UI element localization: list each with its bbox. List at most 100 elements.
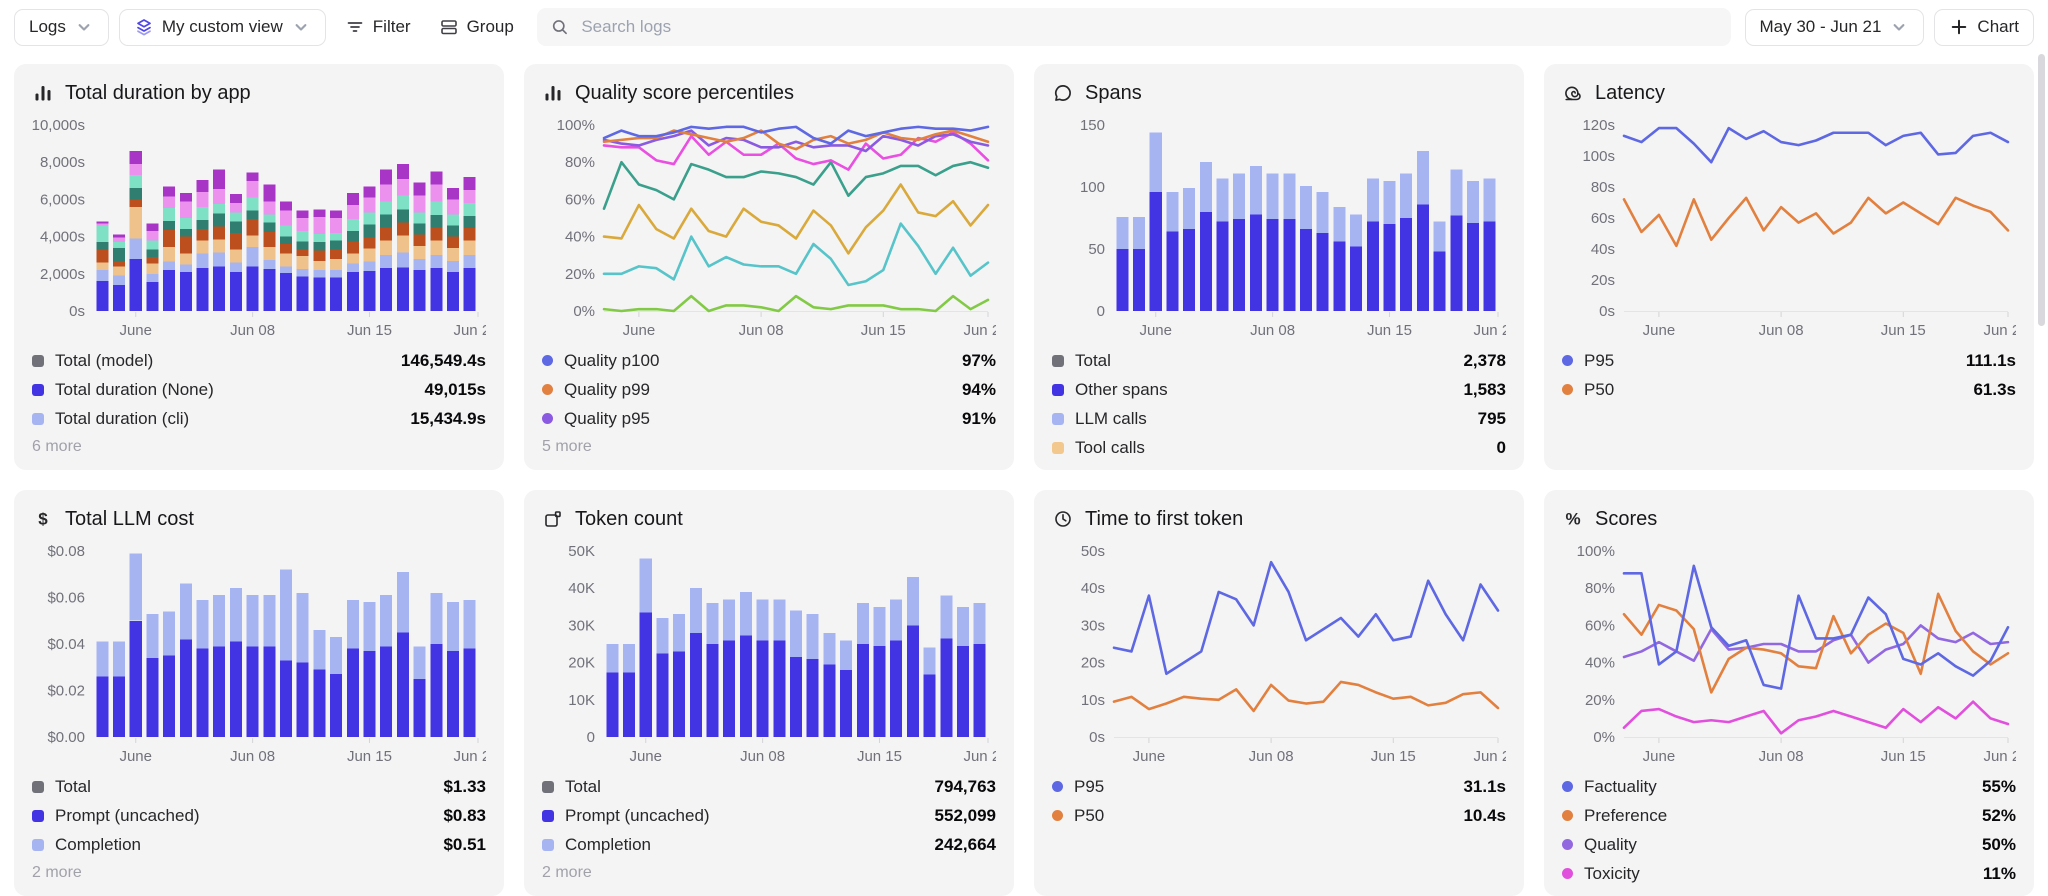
svg-text:0: 0: [587, 729, 595, 746]
tokens-icon: [542, 508, 564, 530]
svg-text:Jun 08: Jun 08: [230, 748, 275, 765]
svg-text:0%: 0%: [1593, 729, 1615, 746]
svg-text:50s: 50s: [1081, 543, 1105, 560]
svg-text:Jun 15: Jun 15: [1367, 322, 1412, 339]
scrollbar[interactable]: [2038, 54, 2045, 874]
group-button-label: Group: [466, 17, 514, 36]
svg-text:60s: 60s: [1591, 210, 1615, 227]
chart-canvas: 0s 2,000s 4,000s 6,000s 8,000s 10,000s June Jun…: [32, 117, 486, 339]
legend-item[interactable]: Toxicity 11%: [1562, 859, 2016, 888]
legend-item[interactable]: Tool calls 0: [1052, 433, 1506, 462]
svg-text:80s: 80s: [1591, 179, 1615, 196]
svg-text:June: June: [1643, 322, 1676, 339]
chart-canvas: 0s 20s 40s 60s 80s 100s 120s June Jun 08 Jun 15 Ju…: [1582, 117, 2016, 339]
legend-swatch: [1562, 868, 1573, 879]
legend-swatch: [542, 780, 554, 793]
svg-text:June: June: [1139, 322, 1172, 339]
legend-more-link[interactable]: 5 more: [542, 437, 592, 455]
legend-item[interactable]: Quality p99 94%: [542, 375, 996, 404]
legend-swatch: [32, 383, 44, 396]
card-time-to-first-token: Time to first token 0s 10s 20s 30s 40s 50s Jun…: [1034, 490, 1524, 896]
legend-item[interactable]: P95 111.1s: [1562, 346, 2016, 375]
legend-item[interactable]: LLM calls 795: [1052, 404, 1506, 433]
legend-more-link[interactable]: 2 more: [32, 863, 82, 881]
legend-value: 2,378: [1463, 350, 1506, 370]
scrollbar-thumb[interactable]: [2038, 54, 2045, 326]
date-range-button[interactable]: May 30 - Jun 21: [1744, 8, 1925, 46]
svg-text:0: 0: [1097, 303, 1105, 320]
legend-label: P95: [1584, 350, 1615, 370]
legend-label: Other spans: [1075, 379, 1168, 399]
logs-button[interactable]: Logs: [14, 8, 109, 46]
legend-item[interactable]: Other spans 1,583: [1052, 375, 1506, 404]
bar-chart-icon: [32, 82, 54, 104]
legend-value: 15,434.9s: [410, 408, 486, 428]
svg-text:Jun 22: Jun 22: [1473, 748, 1506, 765]
chart-grid: Total duration by app 0s 2,000s 4,000s 6,00…: [0, 54, 2048, 896]
legend-item[interactable]: Preference 52%: [1562, 801, 2016, 830]
svg-text:0s: 0s: [69, 303, 85, 320]
legend-item[interactable]: Prompt (uncached) $0.83: [32, 801, 486, 830]
card-total-duration-by-app: Total duration by app 0s 2,000s 4,000s 6,00…: [14, 64, 504, 470]
svg-text:50: 50: [1088, 241, 1105, 258]
legend-item[interactable]: P50 61.3s: [1562, 375, 2016, 404]
legend-swatch: [1562, 839, 1573, 850]
svg-text:0s: 0s: [1599, 303, 1615, 320]
svg-text:June: June: [1643, 748, 1676, 765]
legend-value: 52%: [1981, 805, 2016, 825]
svg-text:Jun 08: Jun 08: [1250, 322, 1295, 339]
add-chart-button[interactable]: Chart: [1934, 8, 2034, 46]
legend-swatch: [542, 413, 553, 424]
legend-label: Quality p100: [564, 350, 660, 370]
svg-text:2,000s: 2,000s: [40, 266, 85, 283]
legend-item[interactable]: Total duration (cli) 15,434.9s: [32, 404, 486, 433]
legend-item[interactable]: Quality p100 97%: [542, 346, 996, 375]
legend-item[interactable]: P50 10.4s: [1052, 801, 1506, 830]
legend-item[interactable]: Quality 50%: [1562, 830, 2016, 859]
legend-item[interactable]: P95 31.1s: [1052, 772, 1506, 801]
legend-item[interactable]: Completion 242,664: [542, 830, 996, 859]
card-title: Spans: [1085, 81, 1142, 104]
search-input[interactable]: [579, 16, 1718, 38]
filter-button[interactable]: Filter: [335, 8, 420, 46]
svg-text:20K: 20K: [568, 655, 595, 672]
legend-more-link[interactable]: 2 more: [542, 863, 592, 881]
legend-swatch: [1562, 781, 1573, 792]
filter-button-label: Filter: [372, 17, 411, 36]
svg-text:Jun 08: Jun 08: [740, 748, 785, 765]
legend-item[interactable]: Total $1.33: [32, 772, 486, 801]
group-button[interactable]: Group: [429, 8, 523, 46]
legend-label: Prompt (uncached): [55, 805, 200, 825]
legend-value: 91%: [961, 408, 996, 428]
search-bar[interactable]: [536, 8, 1731, 46]
svg-text:Jun 22: Jun 22: [1983, 322, 2016, 339]
legend-swatch: [32, 809, 44, 822]
chart-canvas: $0.00 $0.02 $0.04 $0.06 $0.08 June Jun 08 Jun 1…: [47, 543, 486, 765]
legend-more-link[interactable]: 6 more: [32, 437, 82, 455]
legend-swatch: [1562, 355, 1573, 366]
legend-label: P50: [1584, 379, 1615, 399]
legend-item[interactable]: Quality p95 91%: [542, 404, 996, 433]
legend-item[interactable]: Total duration (None) 49,015s: [32, 375, 486, 404]
legend-item[interactable]: Total 2,378: [1052, 346, 1506, 375]
legend-item[interactable]: Total 794,763: [542, 772, 996, 801]
svg-text:Jun 08: Jun 08: [1759, 748, 1804, 765]
legend-label: Total (model): [55, 350, 154, 370]
legend-item[interactable]: Factuality 55%: [1562, 772, 2016, 801]
svg-text:40K: 40K: [568, 580, 595, 597]
svg-text:40%: 40%: [1585, 655, 1615, 672]
svg-text:30K: 30K: [568, 617, 595, 634]
view-selector-button[interactable]: My custom view: [118, 8, 326, 46]
legend-value: 55%: [1981, 776, 2016, 796]
card-title: Time to first token: [1085, 507, 1244, 530]
view-selector-label: My custom view: [161, 17, 283, 36]
legend-item[interactable]: Total (model) 146,549.4s: [32, 346, 486, 375]
legend-value: 31.1s: [1463, 776, 1506, 796]
card-latency: Latency 0s 20s 40s 60s 80s 100s 120s June Jun 08…: [1544, 64, 2034, 470]
legend-label: P95: [1074, 776, 1105, 796]
legend-value: 1,583: [1463, 379, 1506, 399]
legend-item[interactable]: Prompt (uncached) 552,099: [542, 801, 996, 830]
svg-text:$0.02: $0.02: [47, 683, 85, 700]
legend-item[interactable]: Completion $0.51: [32, 830, 486, 859]
legend-value: 61.3s: [1973, 379, 2016, 399]
